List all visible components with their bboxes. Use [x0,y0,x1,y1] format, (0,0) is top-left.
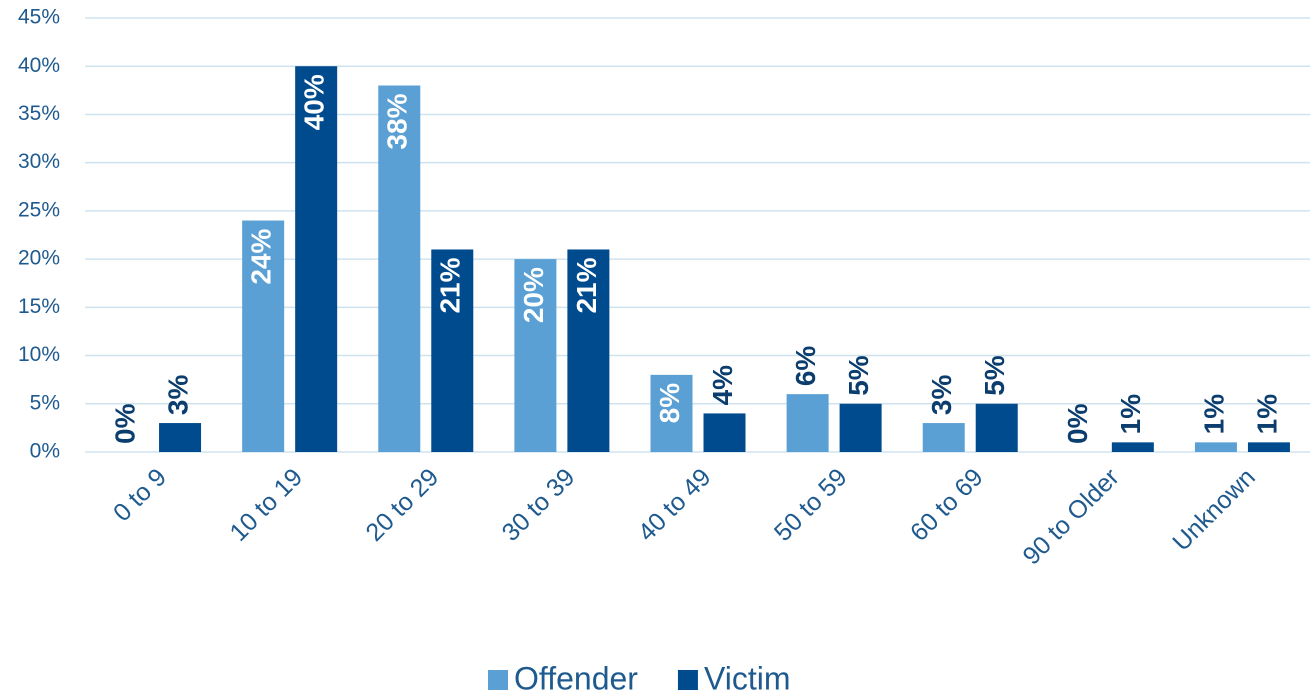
data-label: 20% [518,267,549,323]
bar [159,423,202,452]
data-label: 24% [246,228,277,284]
data-label: 5% [843,355,874,396]
y-tick-label: 35% [18,102,60,125]
x-tick-label: 60 to 69 [905,463,989,547]
y-tick-label: 45% [18,6,60,29]
bar [431,249,474,452]
data-label: 1% [1198,394,1229,435]
bar [703,413,746,452]
data-label: 4% [707,365,738,406]
y-tick-label: 20% [18,247,60,270]
x-tick-label: Unknown [1167,463,1261,557]
legend-swatch [677,670,698,690]
data-label: 3% [162,374,193,415]
legend-label: Victim [704,660,791,696]
legend-swatch [488,670,508,690]
y-tick-label: 5% [30,391,60,414]
bar [786,394,829,452]
x-tick-label: 30 to 39 [497,463,581,547]
bar [975,403,1018,452]
x-tick-label: 0 to 9 [108,463,172,527]
y-tick-label: 10% [18,343,60,366]
bar [242,220,285,452]
bar [567,249,610,452]
data-label: 6% [790,346,821,387]
bar [1111,442,1154,452]
y-tick-label: 30% [18,150,60,173]
x-tick-label: 20 to 29 [361,463,445,547]
bar [295,66,338,452]
bar [514,259,557,452]
y-tick-label: 0% [30,440,60,463]
x-tick-label: 40 to 49 [633,463,717,547]
y-tick-label: 40% [18,54,60,77]
data-label: 38% [382,93,413,149]
y-tick-label: 25% [18,198,60,221]
data-label: 40% [299,74,330,130]
data-label: 3% [926,374,957,415]
data-label: 5% [979,355,1010,396]
data-label: 0% [109,403,140,444]
y-tick-label: 15% [18,295,60,318]
x-tick-label: 10 to 19 [224,463,308,547]
data-label: 1% [1115,394,1146,435]
bar [1247,442,1290,452]
legend-label: Offender [514,660,638,696]
data-label: 21% [435,257,466,313]
data-label: 21% [571,257,602,313]
bar [378,85,421,452]
bar [839,403,882,452]
x-tick-label: 90 to Older [1017,463,1124,570]
x-tick-label: 50 to 59 [769,463,853,547]
bar [922,423,965,452]
data-label: 0% [1062,403,1093,444]
data-label: 8% [654,383,685,424]
bar [650,374,693,452]
bar [1194,442,1237,452]
data-label: 1% [1251,394,1282,435]
